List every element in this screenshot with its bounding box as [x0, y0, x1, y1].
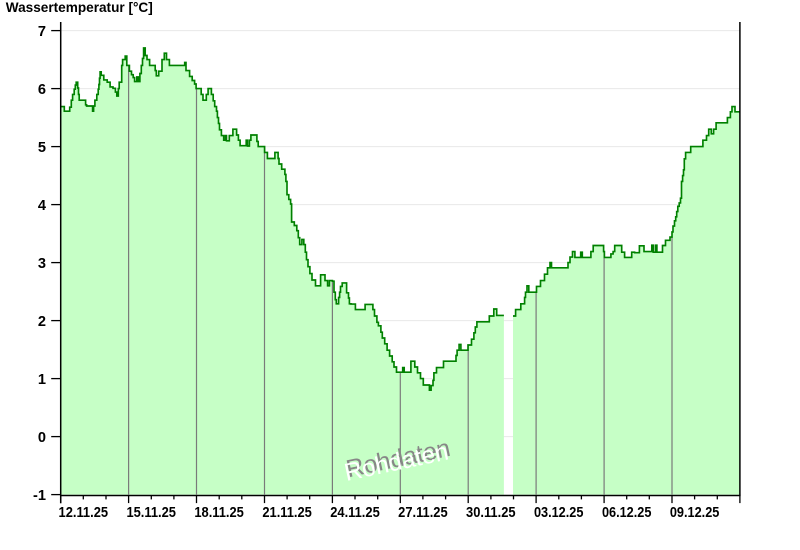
svg-text:21.11.25: 21.11.25: [262, 505, 312, 521]
svg-text:15.11.25: 15.11.25: [126, 505, 176, 521]
svg-text:18.11.25: 18.11.25: [194, 505, 244, 521]
svg-text:06.12.25: 06.12.25: [602, 505, 652, 521]
svg-text:03.12.25: 03.12.25: [534, 505, 584, 521]
svg-text:0: 0: [38, 430, 46, 446]
svg-text:1: 1: [38, 372, 46, 388]
svg-text:12.11.25: 12.11.25: [59, 505, 109, 521]
svg-text:7: 7: [38, 24, 46, 40]
svg-text:5: 5: [38, 140, 46, 156]
svg-text:3: 3: [38, 256, 46, 272]
svg-text:24.11.25: 24.11.25: [330, 505, 380, 521]
svg-text:2: 2: [38, 314, 46, 330]
svg-text:4: 4: [38, 198, 47, 214]
svg-text:27.11.25: 27.11.25: [398, 505, 448, 521]
svg-text:09.12.25: 09.12.25: [670, 505, 720, 521]
svg-text:6: 6: [38, 82, 46, 98]
svg-text:-1: -1: [33, 488, 46, 504]
svg-text:30.11.25: 30.11.25: [466, 505, 516, 521]
svg-text:Wassertemperatur [°C]: Wassertemperatur [°C]: [6, 0, 153, 15]
